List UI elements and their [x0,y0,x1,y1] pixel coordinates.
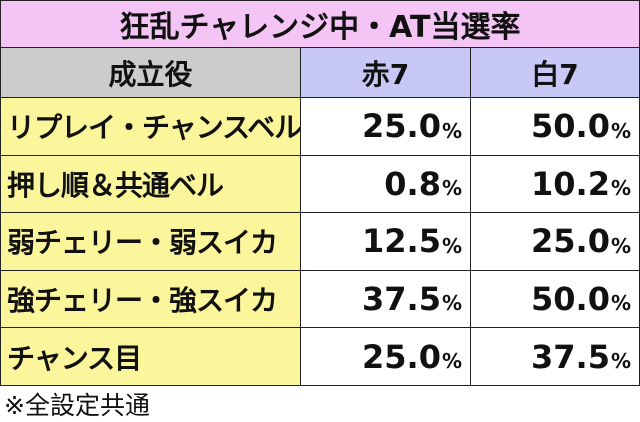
value-cell: 25.0% [470,212,640,271]
value-cell: 12.5% [300,212,471,271]
value-number: 0.8 [384,164,441,203]
value-number: 37.5 [531,337,610,376]
value-unit: % [610,176,631,201]
value-cell: 37.5% [300,269,471,329]
value-unit: % [610,348,631,373]
row-label: 強チェリー・強スイカ [0,269,301,329]
value-unit: % [441,348,462,373]
value-cell: 50.0% [470,97,640,156]
value-unit: % [441,233,462,258]
value-number: 50.0 [531,280,610,319]
value-unit: % [441,176,462,201]
value-cell: 0.8% [300,154,471,214]
table-title: 狂乱チャレンジ中・AT当選率 [0,0,640,48]
value-cell: 50.0% [470,269,640,329]
value-unit: % [610,118,631,143]
value-cell: 37.5% [470,327,640,386]
value-number: 50.0 [531,107,610,146]
value-cell: 10.2% [470,154,640,214]
header-cell: 白7 [470,47,640,98]
value-number: 25.0 [531,222,610,261]
footnote: ※全設定共通 [4,391,150,420]
row-label: チャンス目 [0,327,301,386]
header-cell: 成立役 [0,47,301,98]
value-cell: 25.0% [300,327,471,386]
value-unit: % [441,118,462,143]
value-unit: % [441,291,462,316]
value-unit: % [610,291,631,316]
value-number: 25.0 [362,337,441,376]
row-label: 押し順＆共通ベル [0,154,301,214]
row-label: リプレイ・チャンスベル [0,97,302,156]
value-number: 37.5 [362,280,441,319]
value-unit: % [610,233,631,258]
row-label: 弱チェリー・弱スイカ [0,212,301,271]
value-cell: 25.0% [300,97,471,156]
value-number: 25.0 [362,107,441,146]
header-cell: 赤7 [300,47,471,98]
value-number: 12.5 [362,222,441,261]
value-number: 10.2 [531,164,610,203]
